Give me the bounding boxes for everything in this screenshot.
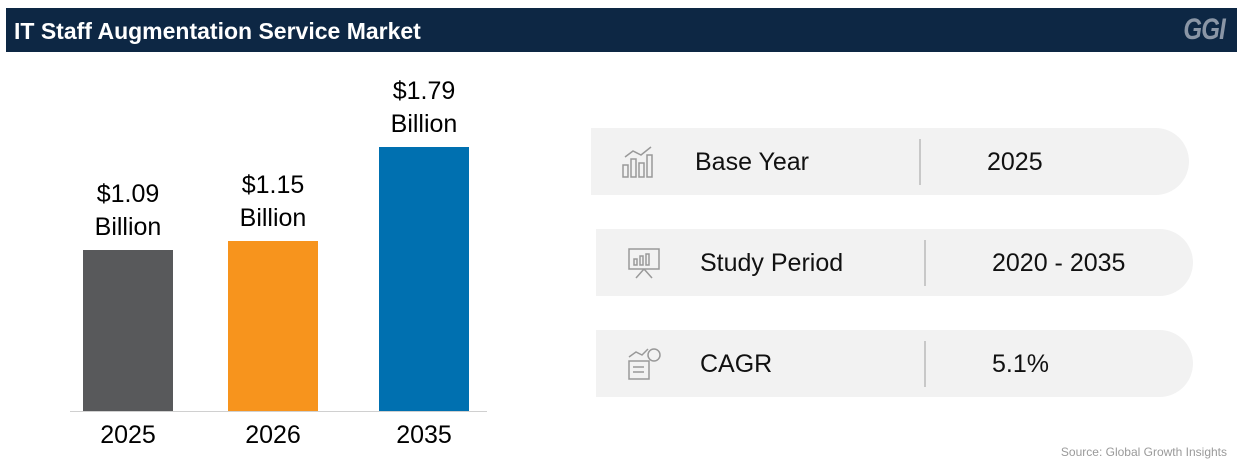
info-value: 2020 - 2035 xyxy=(992,249,1126,277)
brand-logo: GGI xyxy=(1183,13,1225,46)
bar xyxy=(228,241,318,411)
data-label: $1.79 Billion xyxy=(390,77,458,138)
info-label: Study Period xyxy=(700,249,844,277)
x-tick-label: 2025 xyxy=(100,421,156,449)
divider xyxy=(919,139,921,185)
baseline xyxy=(70,411,487,412)
data-label: $1.15 Billion xyxy=(239,171,307,233)
bar xyxy=(379,147,469,411)
icon xyxy=(628,348,661,380)
info-value: 2025 xyxy=(987,148,1043,176)
info-card: Base Year 2025 xyxy=(591,128,1189,195)
icon xyxy=(628,248,660,279)
source-note: Source: Global Growth Insights xyxy=(1060,445,1227,459)
header: IT Staff Augmentation Service Market GGI xyxy=(6,8,1237,52)
icon xyxy=(622,146,653,178)
info-value: 5.1% xyxy=(992,350,1049,378)
data-label: $1.09 Billion xyxy=(94,180,162,242)
info-card: Study Period 2020 - 2035 xyxy=(596,229,1193,296)
info-label: CAGR xyxy=(700,350,773,378)
bar xyxy=(83,250,173,411)
info-card: CAGR 5.1% xyxy=(596,330,1193,397)
x-tick-label: 2035 xyxy=(396,421,452,449)
divider xyxy=(924,341,926,387)
chart-title: IT Staff Augmentation Service Market xyxy=(14,18,421,44)
x-tick-label: 2026 xyxy=(245,421,301,449)
info-label: Base Year xyxy=(695,148,809,176)
divider xyxy=(924,240,926,286)
chart: $1.09 Billion 2025 $1.15 Billion 2026 $1.79 … xyxy=(0,60,520,460)
